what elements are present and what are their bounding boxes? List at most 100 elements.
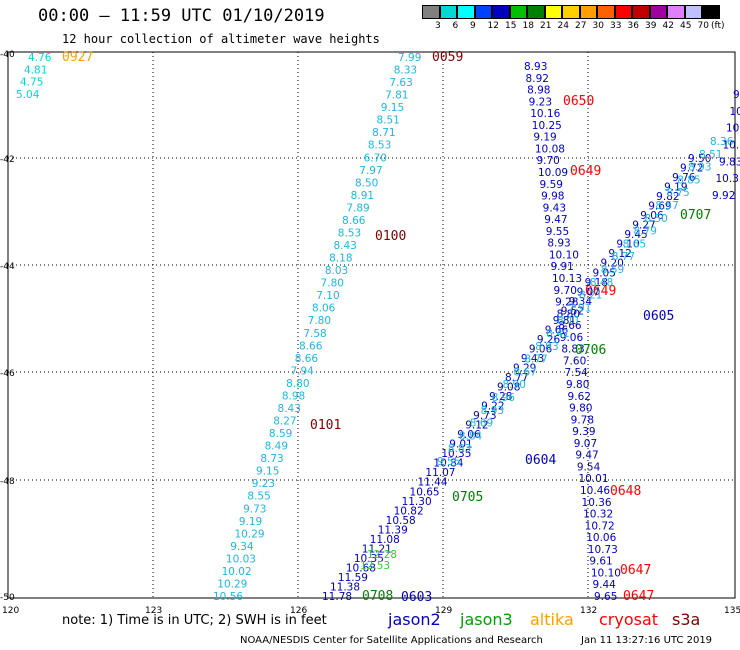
color-swatch: [562, 5, 580, 19]
color-scale-label: (ft): [711, 21, 725, 31]
track-value: 9.15: [381, 102, 404, 114]
track-value: 9.26: [537, 334, 561, 346]
color-swatch: [667, 5, 685, 19]
track-value: 9.06: [640, 210, 664, 222]
track-value: 8.93: [547, 238, 570, 250]
track-value: 10.08: [535, 143, 565, 155]
track-time-label: 0705: [452, 490, 483, 505]
page-subtitle: 12 hour collection of altimeter wave hei…: [62, 32, 380, 46]
track-value: 10.3: [716, 173, 739, 185]
footer-credit: NOAA/NESDIS Center for Satellite Applica…: [240, 635, 543, 646]
track-value: 10.01: [578, 473, 608, 485]
track-value: 9.12: [465, 420, 488, 432]
track-value: 11.21: [362, 543, 392, 555]
track-value: 9.66: [545, 324, 569, 336]
track-value: 8.83: [561, 344, 584, 356]
track-value: 9.07: [577, 286, 600, 298]
track-value: 8.79: [634, 226, 657, 238]
track-time-label: 0604: [525, 453, 556, 468]
track-value: 9.28: [555, 297, 578, 309]
track-value: 8.66: [299, 340, 323, 352]
map-frame: [7, 51, 736, 599]
track-value: 10.10: [549, 249, 579, 261]
track-value: 8.27: [273, 416, 296, 428]
track-value: 10.09: [538, 167, 568, 179]
track-value: 10.36: [582, 497, 612, 509]
y-tick-label: -46: [0, 369, 15, 379]
track-value: 9.10: [616, 239, 639, 251]
track-value: 10.02: [222, 566, 252, 578]
track-time-label: 0648: [610, 484, 641, 499]
track-value: 10.13: [552, 273, 582, 285]
track-value: 8.93: [535, 341, 558, 353]
track-value: 8.98: [282, 390, 305, 402]
track-value: 7.63: [389, 77, 412, 89]
track-value: 9.22: [481, 401, 504, 413]
track-value: 9.83: [719, 156, 740, 168]
x-tick-label: 120: [2, 606, 19, 616]
color-swatch: [422, 5, 440, 19]
track-value: 12.28: [367, 549, 397, 561]
track-value: 4.76: [28, 52, 52, 64]
track-value: 9.70: [536, 155, 559, 167]
track-value: 8.43: [278, 403, 301, 415]
track-value: 10.73: [588, 544, 618, 556]
track-value: 8.83: [448, 443, 471, 455]
track-value: 9.69: [648, 201, 671, 213]
track-value: 7.94: [290, 365, 314, 377]
track-value: 9.20: [600, 258, 623, 270]
track-value: 8.67: [513, 366, 536, 378]
track-value: 10.35: [441, 448, 471, 460]
track-time-label: 0649: [570, 164, 601, 179]
track-value: 9.72: [680, 163, 703, 175]
track-value: 8.96: [492, 392, 516, 404]
track-value: 9.23: [252, 478, 275, 490]
track-value: 9.44: [592, 579, 616, 591]
track-value: 9.59: [540, 179, 563, 191]
track-value: 9.06: [560, 332, 584, 344]
track-value: 9.91: [550, 261, 573, 273]
track-value: 8.21: [579, 290, 602, 302]
track-value: 9.79: [733, 89, 740, 101]
track-value: 8.57: [655, 200, 678, 212]
track-value: 7.54: [564, 367, 588, 379]
track-value: 8.59: [269, 428, 292, 440]
track-value: 8.53: [338, 227, 361, 239]
track-value: 9.39: [572, 426, 595, 438]
track-value: 10.16: [530, 108, 560, 120]
track-value: 9.06: [529, 343, 553, 355]
track-value: 8.77: [612, 251, 635, 263]
track-value: 8.93: [524, 61, 547, 73]
x-tick-label: 135: [724, 606, 740, 616]
track-value: 9.43: [521, 353, 544, 365]
track-value: 8.85: [677, 174, 700, 186]
track-value: 9.19: [533, 132, 556, 144]
color-swatch: [579, 5, 597, 19]
track-value: 10.82: [394, 505, 424, 517]
track-value: 6.70: [364, 152, 387, 164]
track-value: 9.73: [473, 410, 496, 422]
color-swatch: [597, 5, 615, 19]
y-tick-label: -48: [0, 477, 15, 487]
track-value: 9.29: [513, 362, 536, 374]
track-value: 9.55: [546, 226, 569, 238]
color-scale-label: 6: [452, 21, 459, 31]
track-value: 10.32: [583, 509, 613, 521]
track-value: 8.71: [372, 127, 395, 139]
track-value: 8.41: [546, 328, 569, 340]
track-value: 9.01: [449, 439, 472, 451]
track-value: 9.27: [632, 220, 655, 232]
track-value: 8.77: [505, 372, 528, 384]
color-swatch: [474, 5, 492, 19]
color-swatch: [492, 5, 510, 19]
color-scale-label: 30: [592, 21, 604, 31]
color-scale-label: 15: [505, 21, 517, 31]
legend-item-s3a: s3a: [672, 610, 701, 629]
legend-item-jason2: jason2: [388, 610, 441, 629]
track-value: 9.47: [544, 214, 567, 226]
track-value: 9.15: [256, 466, 279, 478]
track-value: 7.99: [398, 52, 421, 64]
track-value: 7.10: [316, 290, 339, 302]
track-value: 8.66: [558, 320, 582, 332]
